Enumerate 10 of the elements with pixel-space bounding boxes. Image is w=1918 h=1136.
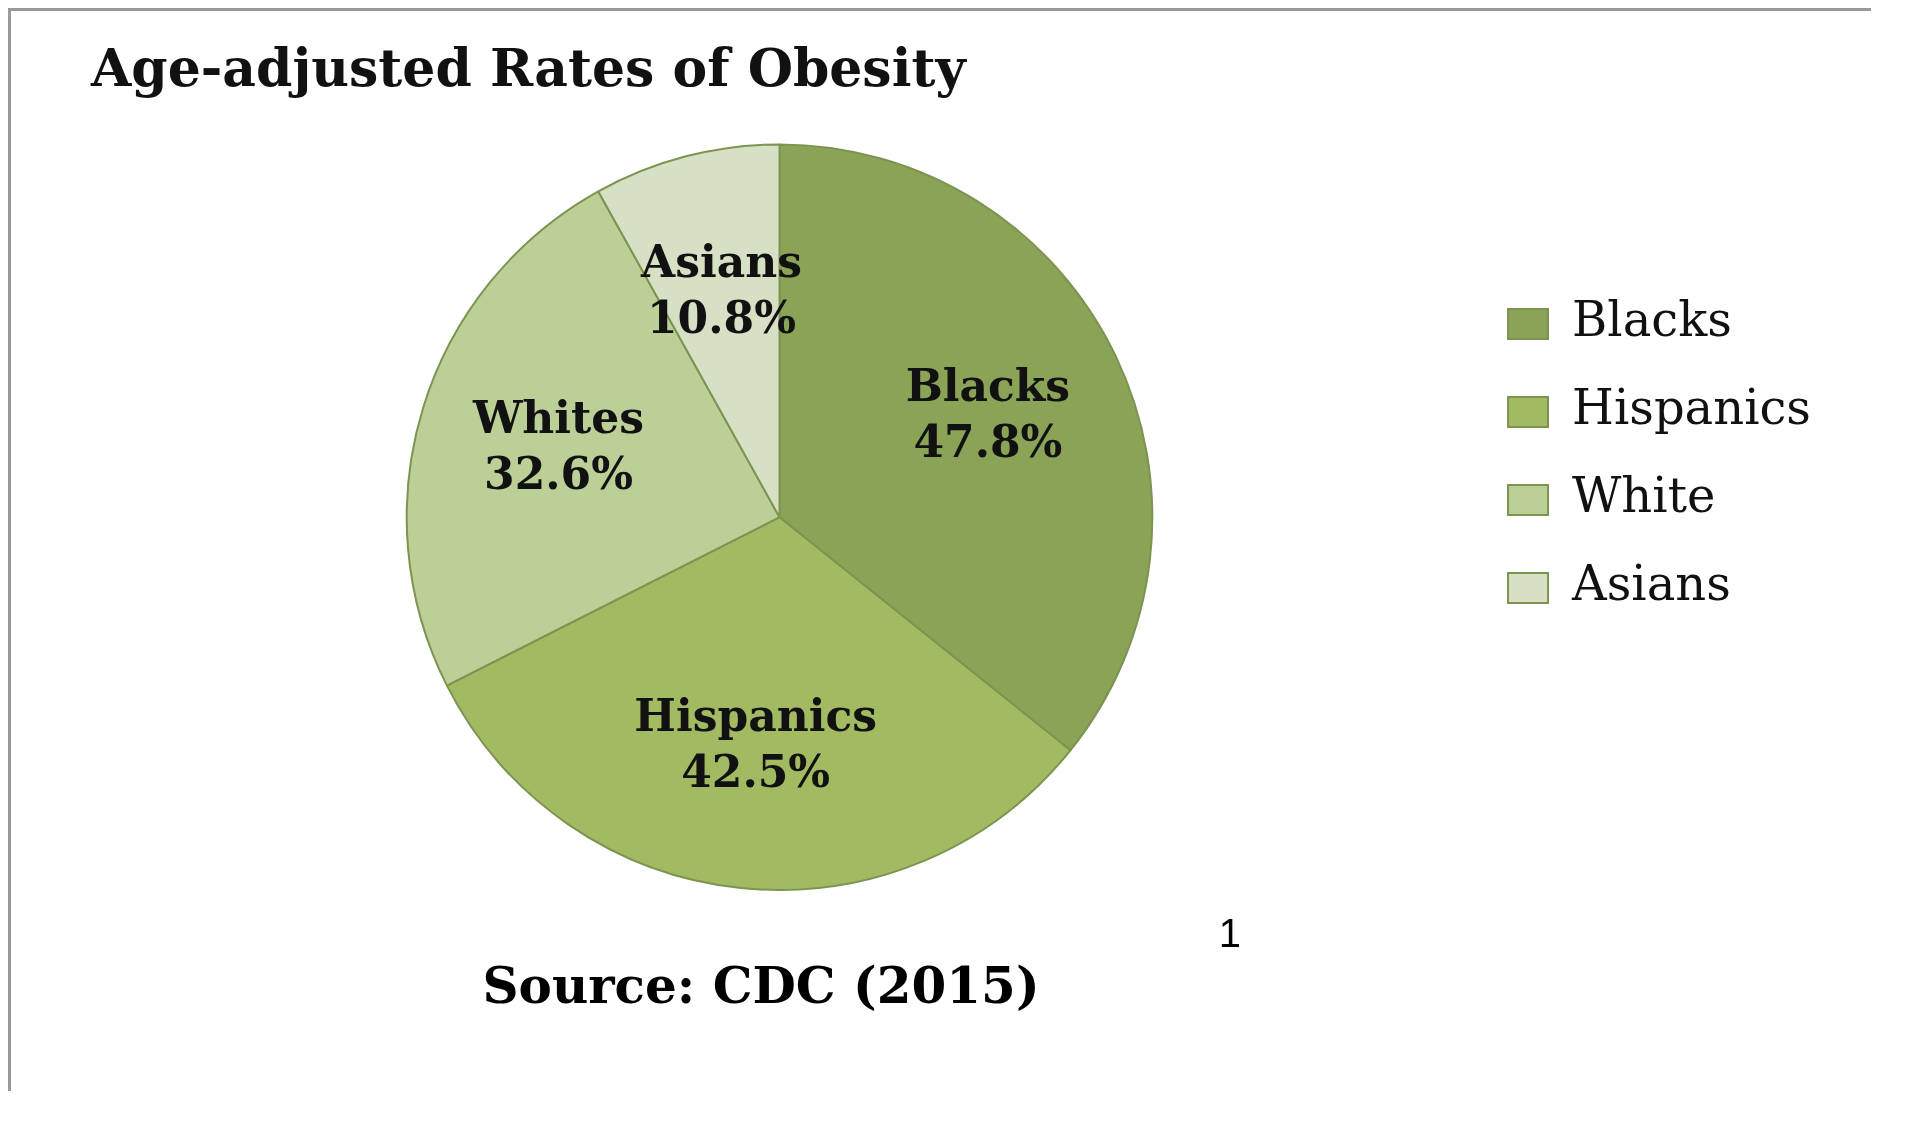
data-label: Blacks 47.8%: [905, 359, 1071, 467]
data-label: Whites 32.6%: [471, 391, 645, 499]
legend-label: Hispanics: [1572, 379, 1811, 436]
source-note: Source: CDC (2015): [481, 956, 1041, 1015]
data-label: Hispanics 42.5%: [634, 689, 877, 797]
legend-label: White: [1572, 467, 1716, 524]
legend-label: Blacks: [1572, 291, 1732, 348]
text: 1: [1217, 911, 1242, 956]
chart-title: Age-adjusted Rates of Obesity: [90, 36, 968, 98]
legend-label: Asians: [1571, 555, 1731, 612]
